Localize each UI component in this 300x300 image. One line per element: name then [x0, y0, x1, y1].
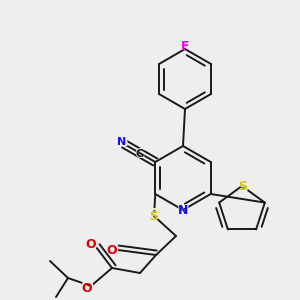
- Text: N: N: [177, 203, 189, 218]
- Text: S: S: [238, 179, 248, 194]
- Text: N: N: [178, 205, 188, 218]
- Text: O: O: [82, 281, 92, 295]
- Text: N: N: [116, 135, 128, 149]
- Text: O: O: [80, 280, 94, 296]
- Text: S: S: [149, 209, 158, 223]
- Text: O: O: [107, 244, 117, 256]
- Text: S: S: [148, 208, 160, 224]
- Text: N: N: [118, 137, 127, 147]
- Text: O: O: [85, 238, 98, 253]
- Text: F: F: [181, 40, 189, 52]
- Text: F: F: [180, 38, 190, 53]
- Text: O: O: [106, 242, 118, 257]
- Text: C: C: [134, 147, 144, 161]
- Text: C: C: [135, 149, 143, 159]
- Text: O: O: [86, 238, 96, 251]
- Text: S: S: [238, 181, 247, 194]
